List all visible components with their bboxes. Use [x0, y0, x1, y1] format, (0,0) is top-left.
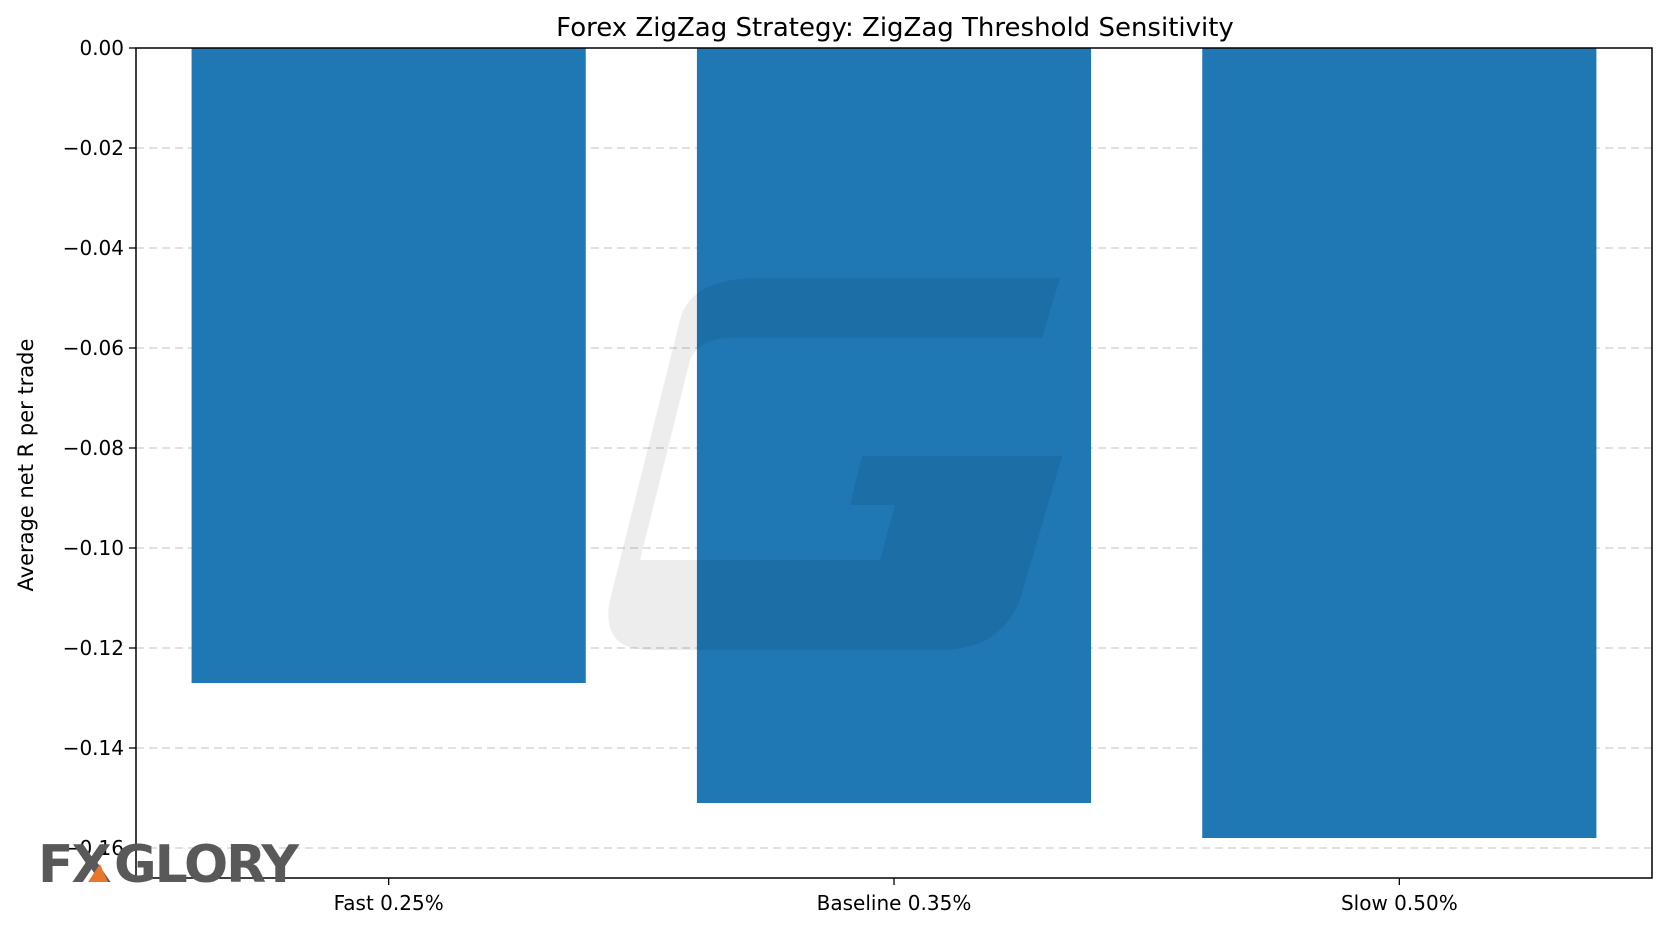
y-tick-label: −0.08 [63, 436, 124, 460]
y-tick-label: −0.04 [63, 236, 124, 260]
x-tick-label: Slow 0.50% [1341, 891, 1458, 915]
y-tick-label: −0.14 [63, 736, 124, 760]
y-tick-label: −0.06 [63, 336, 124, 360]
watermark-logo: FX GLORY [38, 835, 302, 895]
bars [191, 48, 1597, 838]
x-tick-label: Fast 0.25% [334, 891, 444, 915]
logo-accent-mark [88, 864, 108, 882]
x-axis: Fast 0.25% Baseline 0.35% Slow 0.50% [334, 878, 1458, 915]
chart-title: Forex ZigZag Strategy: ZigZag Threshold … [556, 13, 1234, 43]
x-tick-label: Baseline 0.35% [817, 891, 972, 915]
y-tick-label: −0.02 [63, 136, 124, 160]
y-axis: 0.00 −0.02 −0.04 −0.06 −0.08 −0.10 −0.12 −0.14 −… [63, 36, 136, 860]
bar [191, 48, 586, 683]
watermark-g-shape [608, 278, 1062, 650]
y-tick-label: −0.12 [63, 636, 124, 660]
logo-text-left: FX [38, 835, 112, 895]
y-axis-label: Average net R per trade [14, 339, 38, 592]
logo-text-right: GLORY [114, 835, 300, 895]
bar [1202, 48, 1597, 838]
y-tick-label: 0.00 [79, 36, 124, 60]
y-tick-label: −0.16 [63, 836, 124, 860]
watermark-emblem [608, 278, 1062, 650]
bar [696, 48, 1092, 803]
y-tick-label: −0.10 [63, 536, 124, 560]
